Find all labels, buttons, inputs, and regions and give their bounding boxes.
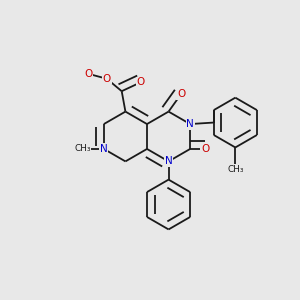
Text: O: O — [103, 74, 111, 84]
Text: O: O — [177, 89, 185, 99]
Text: O: O — [201, 144, 209, 154]
Text: O: O — [84, 69, 92, 79]
Text: CH₃: CH₃ — [74, 144, 91, 153]
Text: N: N — [100, 144, 108, 154]
Text: N: N — [165, 156, 172, 167]
Text: N: N — [186, 119, 194, 129]
Text: O: O — [136, 77, 145, 88]
Text: CH₃: CH₃ — [227, 165, 244, 174]
